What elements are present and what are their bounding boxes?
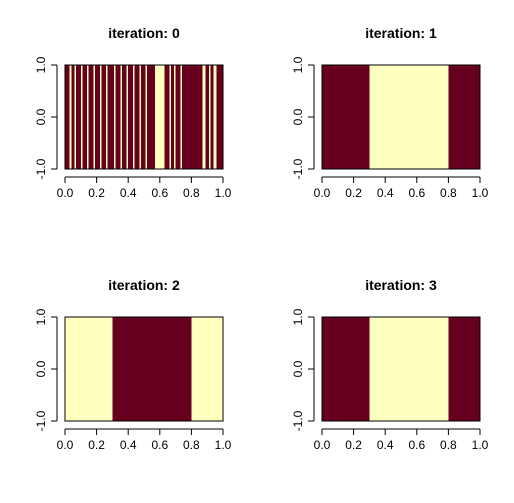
y-tick-label: 0.0 (34, 360, 48, 377)
band-dark (181, 65, 203, 169)
band-dark (134, 65, 140, 169)
y-tick-label: 1.0 (34, 56, 48, 73)
panel-title: iteration: 1 (365, 25, 437, 41)
y-tick-label: 1.0 (34, 308, 48, 325)
panel-title: iteration: 2 (108, 277, 180, 293)
panel-2: iteration: 2 0.0 0.2 0.4 0.6 0.8 1.0 -1.0 0.0 1.0 (34, 277, 232, 452)
plot-frame (64, 64, 224, 170)
band-light (169, 65, 171, 169)
x-tick-label: 0.0 (314, 438, 331, 452)
band-light (132, 65, 135, 169)
x-tick-label: 0.0 (57, 186, 74, 200)
x-tick-label: 0.8 (440, 438, 457, 452)
plot-frame (64, 316, 224, 422)
x-tick-label: 0.6 (151, 438, 168, 452)
x-tick-label: 0.8 (183, 438, 200, 452)
plot-frame (321, 316, 481, 422)
band-dark (322, 317, 370, 421)
band-light (174, 65, 176, 169)
band-light (191, 317, 223, 421)
y-tick-label: 0.0 (34, 108, 48, 125)
y-tick-label: 0.0 (291, 360, 305, 377)
band-dark (95, 65, 100, 169)
band-dark (140, 65, 146, 169)
x-tick-label: 0.0 (314, 186, 331, 200)
x-tick-label: 0.2 (345, 186, 362, 200)
band-dark (164, 65, 170, 169)
band-light (120, 65, 122, 169)
band-dark (216, 65, 223, 169)
band-light (87, 65, 89, 169)
band-light (74, 65, 77, 169)
y-tick-label: 0.0 (291, 108, 305, 125)
band-dark (205, 65, 209, 169)
x-tick-label: 1.0 (215, 186, 232, 200)
band-light (113, 65, 116, 169)
band-dark (82, 65, 88, 169)
panel-title: iteration: 0 (108, 25, 180, 41)
panel-1: iteration: 1 0.0 0.2 0.4 0.6 0.8 1.0 -1.0 0.0 1.0 (291, 25, 489, 200)
panel-3: iteration: 3 0.0 0.2 0.4 0.6 0.8 1.0 -1.0 0.0 1.0 (291, 277, 489, 452)
band-dark (107, 65, 114, 169)
x-tick-label: 0.0 (57, 438, 74, 452)
y-tick-label: -1.0 (34, 158, 48, 179)
panel-0: iteration: 0 0.0 0.2 0.4 0.6 0.8 1.0 -1.0 0.0 1.0 (34, 25, 232, 200)
x-tick-label: 1.0 (472, 438, 489, 452)
band-light (93, 65, 96, 169)
band-dark (170, 65, 175, 169)
band-light (65, 317, 113, 421)
x-tick-label: 0.2 (88, 438, 105, 452)
band-light (145, 65, 148, 169)
x-tick-label: 0.4 (377, 186, 394, 200)
band-dark (112, 317, 192, 421)
band-light (99, 65, 102, 169)
y-tick-label: 1.0 (291, 308, 305, 325)
band-light (180, 65, 182, 169)
x-tick-label: 0.6 (151, 186, 168, 200)
band-dark (210, 65, 214, 169)
x-tick-label: 0.8 (183, 186, 200, 200)
band-light (208, 65, 211, 169)
band-light (155, 65, 165, 169)
y-tick-label: -1.0 (34, 410, 48, 431)
x-tick-label: 0.2 (345, 438, 362, 452)
band-light (213, 65, 217, 169)
y-tick-label: -1.0 (291, 410, 305, 431)
y-tick-label: 1.0 (291, 56, 305, 73)
band-light (369, 317, 449, 421)
band-dark (175, 65, 181, 169)
band-light (106, 65, 108, 169)
band-dark (128, 65, 133, 169)
y-tick-label: -1.0 (291, 158, 305, 179)
band-light (69, 65, 72, 169)
band-light (80, 65, 83, 169)
band-dark (448, 65, 480, 169)
band-dark (76, 65, 81, 169)
x-tick-label: 0.6 (408, 438, 425, 452)
band-dark (121, 65, 127, 169)
band-dark (448, 317, 480, 421)
panel-title: iteration: 3 (365, 277, 437, 293)
band-dark (88, 65, 94, 169)
band-dark (71, 65, 75, 169)
x-tick-label: 0.2 (88, 186, 105, 200)
band-dark (101, 65, 107, 169)
plot-frame (321, 64, 481, 170)
band-dark (115, 65, 121, 169)
band-light (202, 65, 206, 169)
x-tick-label: 0.8 (440, 186, 457, 200)
band-light (139, 65, 141, 169)
x-tick-label: 0.6 (408, 186, 425, 200)
x-tick-label: 0.4 (120, 438, 137, 452)
x-tick-label: 0.4 (120, 186, 137, 200)
band-dark (322, 65, 370, 169)
x-tick-label: 0.4 (377, 438, 394, 452)
band-dark (65, 65, 70, 169)
band-light (126, 65, 129, 169)
x-tick-label: 1.0 (215, 438, 232, 452)
band-dark (147, 65, 156, 169)
band-light (369, 65, 449, 169)
x-tick-label: 1.0 (472, 186, 489, 200)
